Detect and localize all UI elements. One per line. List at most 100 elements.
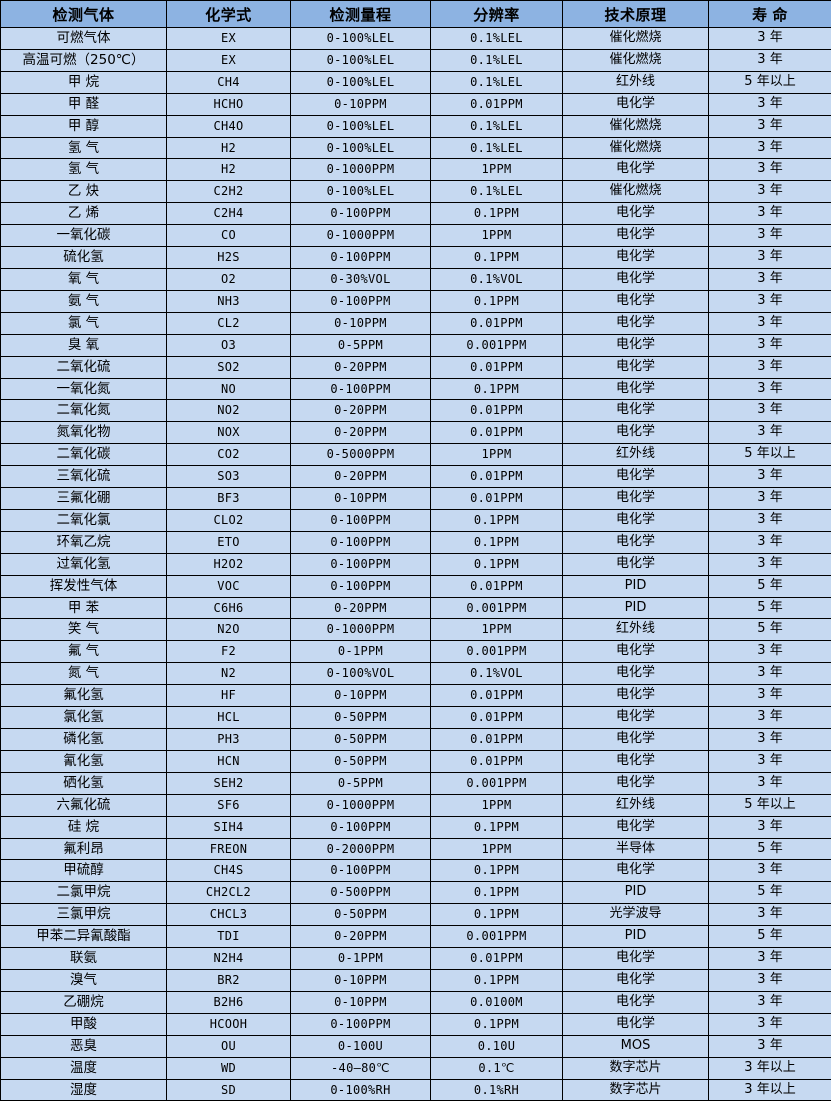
cell-range: 0-10PPM xyxy=(291,312,431,334)
cell-resolution: 0.1PPM xyxy=(431,531,563,553)
cell-range: 0-20PPM xyxy=(291,466,431,488)
cell-formula: NOX xyxy=(167,422,291,444)
cell-resolution: 0.1%LEL xyxy=(431,28,563,50)
cell-principle: 电化学 xyxy=(563,422,709,444)
cell-name: 氟利昂 xyxy=(1,838,167,860)
cell-resolution: 1PPM xyxy=(431,794,563,816)
cell-formula: SF6 xyxy=(167,794,291,816)
cell-name: 氮氧化物 xyxy=(1,422,167,444)
cell-range: 0-10PPM xyxy=(291,488,431,510)
cell-name: 三氧化硫 xyxy=(1,466,167,488)
cell-range: 0-100PPM xyxy=(291,860,431,882)
cell-life: 3 年 xyxy=(709,378,831,400)
cell-principle: 红外线 xyxy=(563,71,709,93)
cell-range: 0-100PPM xyxy=(291,816,431,838)
cell-resolution: 0.1PPM xyxy=(431,969,563,991)
cell-life: 3 年 xyxy=(709,115,831,137)
cell-life: 3 年 xyxy=(709,948,831,970)
cell-formula: B2H6 xyxy=(167,991,291,1013)
cell-life: 3 年 xyxy=(709,531,831,553)
cell-principle: 电化学 xyxy=(563,400,709,422)
cell-life: 3 年 xyxy=(709,904,831,926)
cell-life: 5 年 xyxy=(709,619,831,641)
cell-resolution: 0.1PPM xyxy=(431,203,563,225)
cell-name: 挥发性气体 xyxy=(1,575,167,597)
cell-formula: HCOOH xyxy=(167,1013,291,1035)
cell-formula: SIH4 xyxy=(167,816,291,838)
cell-name: 三氯甲烷 xyxy=(1,904,167,926)
cell-life: 5 年以上 xyxy=(709,794,831,816)
cell-principle: 电化学 xyxy=(563,334,709,356)
cell-resolution: 0.1PPM xyxy=(431,860,563,882)
cell-formula: N2 xyxy=(167,663,291,685)
cell-name: 六氟化硫 xyxy=(1,794,167,816)
cell-principle: 光学波导 xyxy=(563,904,709,926)
cell-principle: 电化学 xyxy=(563,247,709,269)
cell-range: 0-1000PPM xyxy=(291,794,431,816)
cell-range: 0-100PPM xyxy=(291,531,431,553)
cell-range: 0-100PPM xyxy=(291,1013,431,1035)
cell-life: 3 年 xyxy=(709,400,831,422)
cell-formula: TDI xyxy=(167,926,291,948)
cell-range: 0-5000PPM xyxy=(291,444,431,466)
cell-life: 3 年以上 xyxy=(709,1079,831,1101)
cell-resolution: 0.01PPM xyxy=(431,729,563,751)
cell-formula: CH4S xyxy=(167,860,291,882)
cell-name: 高温可燃（250℃） xyxy=(1,49,167,71)
cell-principle: 数字芯片 xyxy=(563,1079,709,1101)
cell-range: 0-100%LEL xyxy=(291,137,431,159)
cell-resolution: 0.1%VOL xyxy=(431,268,563,290)
cell-name: 甲 醛 xyxy=(1,93,167,115)
cell-resolution: 0.01PPM xyxy=(431,707,563,729)
cell-life: 5 年以上 xyxy=(709,71,831,93)
cell-life: 3 年 xyxy=(709,509,831,531)
cell-resolution: 0.1%LEL xyxy=(431,115,563,137)
cell-range: 0-10PPM xyxy=(291,991,431,1013)
cell-life: 3 年 xyxy=(709,28,831,50)
cell-principle: 红外线 xyxy=(563,619,709,641)
cell-formula: CL2 xyxy=(167,312,291,334)
cell-name: 氢 气 xyxy=(1,137,167,159)
cell-resolution: 0.01PPM xyxy=(431,400,563,422)
cell-principle: 催化燃烧 xyxy=(563,115,709,137)
cell-formula: CO2 xyxy=(167,444,291,466)
column-header-formula: 化学式 xyxy=(167,1,291,28)
cell-name: 笑 气 xyxy=(1,619,167,641)
cell-life: 3 年 xyxy=(709,729,831,751)
cell-life: 3 年 xyxy=(709,290,831,312)
cell-formula: OU xyxy=(167,1035,291,1057)
cell-principle: 电化学 xyxy=(563,159,709,181)
cell-range: 0-10PPM xyxy=(291,685,431,707)
cell-life: 3 年 xyxy=(709,49,831,71)
cell-name: 甲 苯 xyxy=(1,597,167,619)
cell-name: 甲酸 xyxy=(1,1013,167,1035)
cell-principle: 半导体 xyxy=(563,838,709,860)
cell-range: 0-100%RH xyxy=(291,1079,431,1101)
cell-name: 硒化氢 xyxy=(1,772,167,794)
cell-range: 0-2000PPM xyxy=(291,838,431,860)
cell-principle: PID xyxy=(563,597,709,619)
cell-formula: EX xyxy=(167,49,291,71)
cell-principle: 电化学 xyxy=(563,378,709,400)
cell-resolution: 1PPM xyxy=(431,225,563,247)
cell-formula: O3 xyxy=(167,334,291,356)
cell-name: 硫化氢 xyxy=(1,247,167,269)
cell-formula: HCHO xyxy=(167,93,291,115)
cell-principle: 电化学 xyxy=(563,509,709,531)
cell-principle: PID xyxy=(563,926,709,948)
cell-range: 0-100%LEL xyxy=(291,71,431,93)
cell-formula: O2 xyxy=(167,268,291,290)
cell-resolution: 1PPM xyxy=(431,838,563,860)
